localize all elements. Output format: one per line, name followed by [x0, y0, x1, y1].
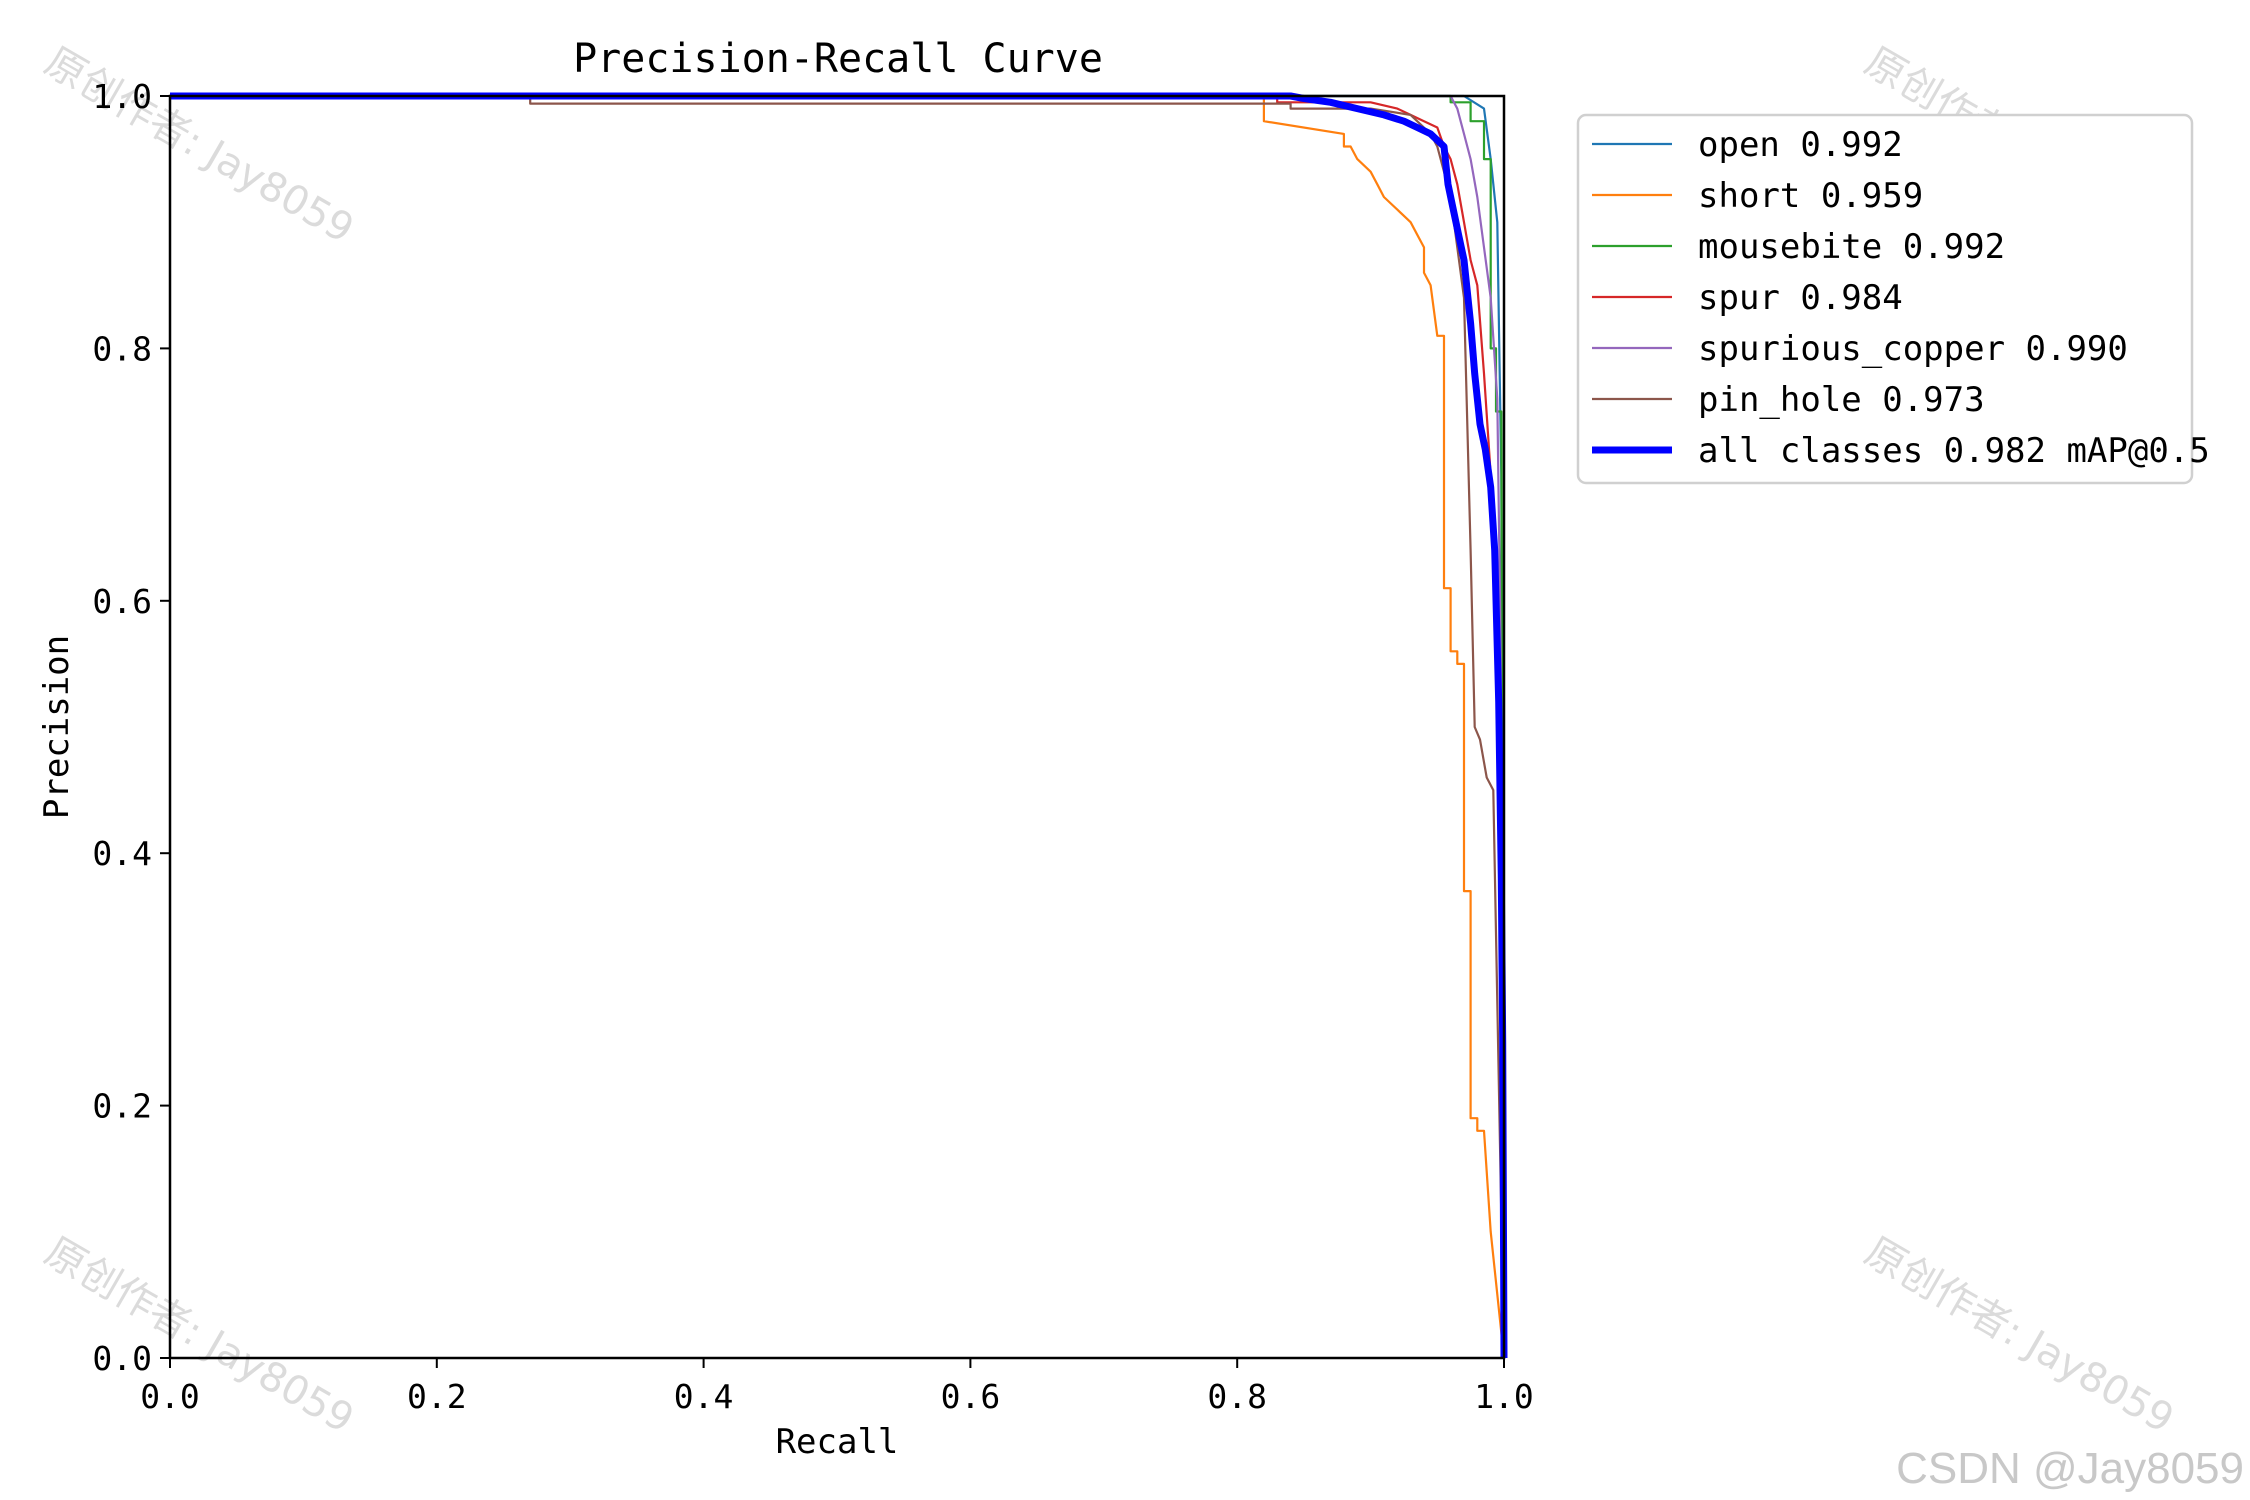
y-tick-label: 0.4 — [92, 834, 152, 873]
x-tick-label: 1.0 — [1474, 1377, 1534, 1416]
x-tick-label: 0.2 — [407, 1377, 467, 1416]
legend-box — [1576, 113, 2194, 485]
x-axis-ticks: 0.0 0.2 0.4 0.6 0.8 1.0 — [140, 1358, 1534, 1416]
y-tick-label: 0.8 — [92, 329, 152, 368]
series-line-2 — [170, 94, 1506, 1359]
legend-label-4: spurious_copper 0.990 — [1698, 329, 2128, 369]
credit-watermark: CSDN @Jay8059 — [1896, 1444, 2244, 1493]
x-tick-label: 0.4 — [674, 1377, 734, 1416]
series-line-4 — [170, 94, 1506, 1359]
y-axis-ticks: 0.0 0.2 0.4 0.6 0.8 1.0 — [92, 77, 170, 1378]
legend-label-3: spur 0.984 — [1698, 278, 1903, 318]
x-tick-label: 0.8 — [1207, 1377, 1267, 1416]
watermark-text: 原创作者: Jay8059 — [1857, 1229, 2181, 1443]
legend: open 0.992 short 0.959 mousebite 0.992 spur… — [1576, 113, 2210, 485]
series-line-6 — [170, 92, 1508, 1359]
y-tick-label: 0.6 — [92, 582, 152, 621]
y-tick-label: 0.2 — [92, 1087, 152, 1126]
legend-label-0: open 0.992 — [1698, 125, 1903, 165]
plot-series — [170, 92, 1508, 1359]
legend-label-1: short 0.959 — [1698, 176, 1923, 216]
y-axis-label: Precision — [37, 635, 77, 819]
series-line-5 — [170, 94, 1506, 1359]
series-line-3 — [170, 94, 1506, 1359]
series-line-1 — [170, 94, 1506, 1359]
legend-label-5: pin_hole 0.973 — [1698, 380, 1985, 420]
legend-label-6: all classes 0.982 mAP@0.5 — [1698, 431, 2210, 471]
y-tick-label: 0.0 — [92, 1339, 152, 1378]
x-tick-label: 0.0 — [140, 1377, 200, 1416]
chart-title: Precision-Recall Curve — [573, 36, 1103, 82]
series-line-0 — [170, 94, 1506, 1359]
y-tick-label: 1.0 — [92, 77, 152, 116]
watermark-text: 原创作者: Jay8059 — [37, 39, 361, 253]
x-tick-label: 0.6 — [941, 1377, 1001, 1416]
x-axis-label: Recall — [776, 1422, 899, 1462]
plot-frame — [168, 94, 1506, 1360]
legend-label-2: mousebite 0.992 — [1698, 227, 2005, 267]
